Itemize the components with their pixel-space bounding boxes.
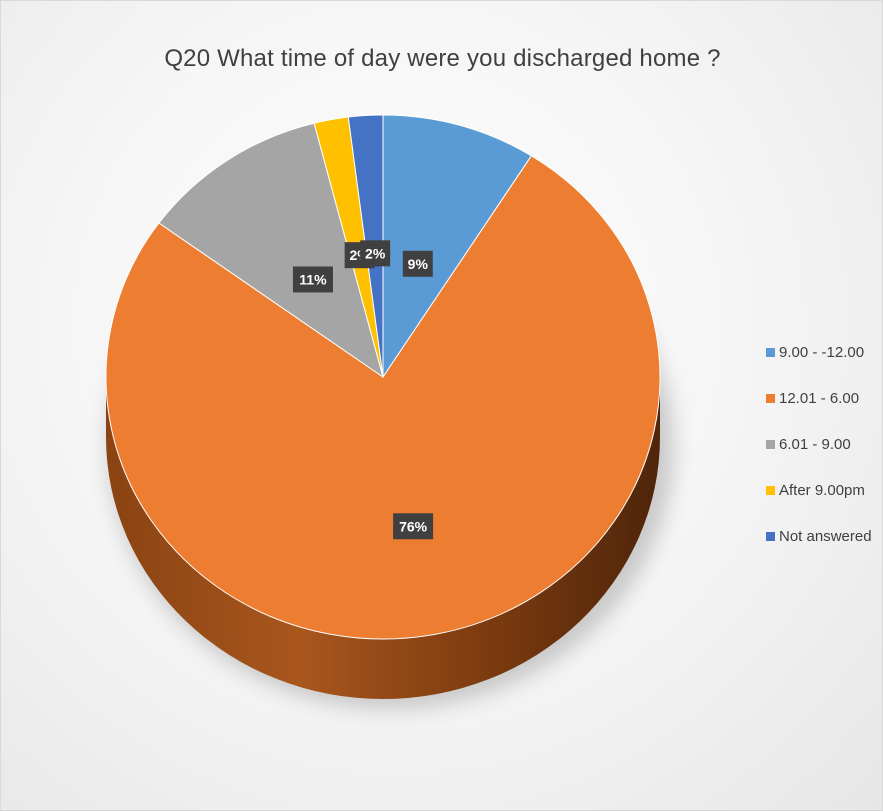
legend-item: 12.01 - 6.00 [766,382,882,414]
legend-swatch [766,439,775,449]
data-label-text: 76% [399,518,428,534]
data-label-box [292,266,333,293]
legend-label: 6.01 - 9.00 [779,435,851,453]
pie-slice [382,114,533,379]
data-label-box [360,240,391,267]
pie-side-wall [106,377,660,699]
data-label-box [393,513,434,540]
data-label: 9% [402,250,433,277]
pie-slice [158,122,384,379]
legend: 9.00 - -12.00 12.01 - 6.00 6.01 - 9.00 Afte… [766,336,882,566]
legend-item: 6.01 - 9.00 [766,428,882,460]
legend-swatch [766,393,775,403]
legend-label: 12.01 - 6.00 [779,389,860,407]
legend-swatch [766,531,775,541]
chart-title: Q20 What time of day were you discharged… [164,45,721,72]
legend-label: Not answered [779,527,872,545]
legend-item: After 9.00pm [766,474,882,506]
legend-swatch [766,347,775,357]
data-label-text: 11% [299,271,327,287]
data-label-box [402,250,433,277]
legend-item: 9.00 - -12.00 [766,336,882,368]
data-label-text: 2% [365,245,386,261]
legend-item: Not answered [766,520,882,552]
pie-slice [105,155,661,640]
data-label: 11% [292,266,333,293]
data-label: 2% [360,240,391,267]
legend-label: After 9.00pm [779,481,865,499]
data-label-text: 9% [408,256,429,272]
legend-label: 9.00 - -12.00 [779,343,865,361]
data-label: 76% [393,513,434,540]
legend-swatch [766,485,775,495]
